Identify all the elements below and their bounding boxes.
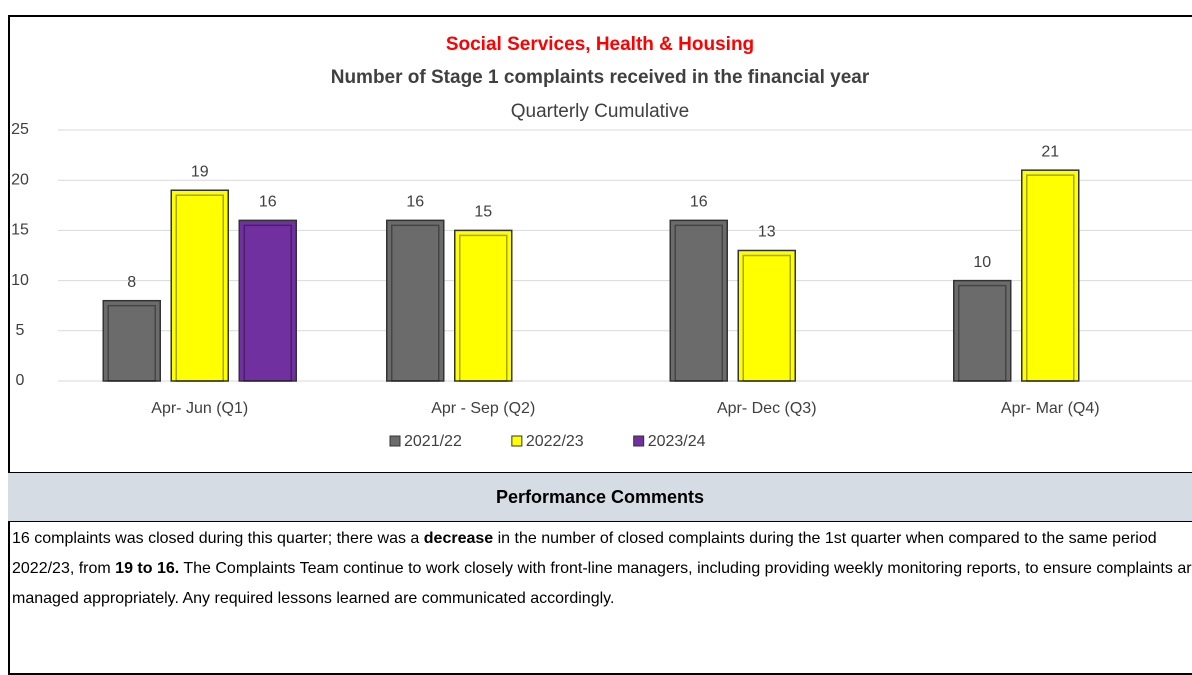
legend-swatch xyxy=(389,435,401,447)
comments-heading: Performance Comments xyxy=(8,472,1192,522)
data-label: 16 xyxy=(406,194,424,211)
bar-bevel xyxy=(958,284,1007,382)
legend-swatch xyxy=(511,435,523,447)
data-label: 16 xyxy=(690,194,708,211)
text-run: 19 to 16. xyxy=(115,560,180,577)
y-tick-label: 25 xyxy=(11,121,29,138)
text-run: decrease xyxy=(423,530,494,547)
bar xyxy=(737,249,796,382)
bar xyxy=(102,299,161,382)
data-label: 15 xyxy=(474,204,492,221)
text-run: The Complaints Team continue to work clo… xyxy=(12,560,1192,607)
bar-bevel xyxy=(674,224,723,382)
chart-title: Social Services, Health & Housing xyxy=(446,34,754,55)
y-tick-label: 10 xyxy=(11,272,29,289)
legend-label: 2021/22 xyxy=(404,433,462,450)
data-label: 21 xyxy=(1041,143,1059,160)
bar-bevel xyxy=(243,224,292,382)
bar-bevel xyxy=(107,304,156,382)
x-tick-label: Apr - Sep (Q2) xyxy=(431,400,535,417)
bar-bevel xyxy=(1026,174,1075,382)
bar-bevel xyxy=(742,254,791,382)
y-tick-label: 0 xyxy=(16,372,25,389)
legend-label: 2023/24 xyxy=(648,433,706,450)
bar xyxy=(669,219,728,382)
x-tick-label: Apr- Jun (Q1) xyxy=(151,400,248,417)
y-tick-label: 20 xyxy=(11,171,29,188)
x-tick-label: Apr- Dec (Q3) xyxy=(717,400,817,417)
bar-bevel xyxy=(391,224,440,382)
bar xyxy=(953,279,1012,382)
bar-bevel xyxy=(175,194,224,382)
x-tick-label: Apr- Mar (Q4) xyxy=(1001,400,1100,417)
bar xyxy=(1021,169,1080,382)
legend-swatch xyxy=(633,435,645,447)
data-label: 8 xyxy=(127,274,136,291)
y-tick-label: 15 xyxy=(11,222,29,239)
bar xyxy=(454,229,513,382)
bar xyxy=(238,219,297,382)
chart: Social Services, Health & Housing Number… xyxy=(11,34,1192,450)
y-tick-label: 5 xyxy=(16,322,25,339)
legend-label: 2022/23 xyxy=(526,433,584,450)
chart-subtitle: Number of Stage 1 complaints received in… xyxy=(331,67,870,88)
data-label: 10 xyxy=(973,254,991,271)
bar-bevel xyxy=(459,234,508,382)
data-label: 19 xyxy=(191,163,209,180)
data-label: 13 xyxy=(758,224,776,241)
text-run: in the number of closed complaints durin… xyxy=(12,530,1157,577)
data-label: 16 xyxy=(259,194,277,211)
text-run: 16 complaints was closed during this qua… xyxy=(12,530,424,547)
bar xyxy=(170,189,229,382)
chart-subtitle: Quarterly Cumulative xyxy=(511,101,689,122)
comments-paragraph: 16 complaints was closed during this qua… xyxy=(12,524,1192,614)
bar xyxy=(386,219,445,382)
